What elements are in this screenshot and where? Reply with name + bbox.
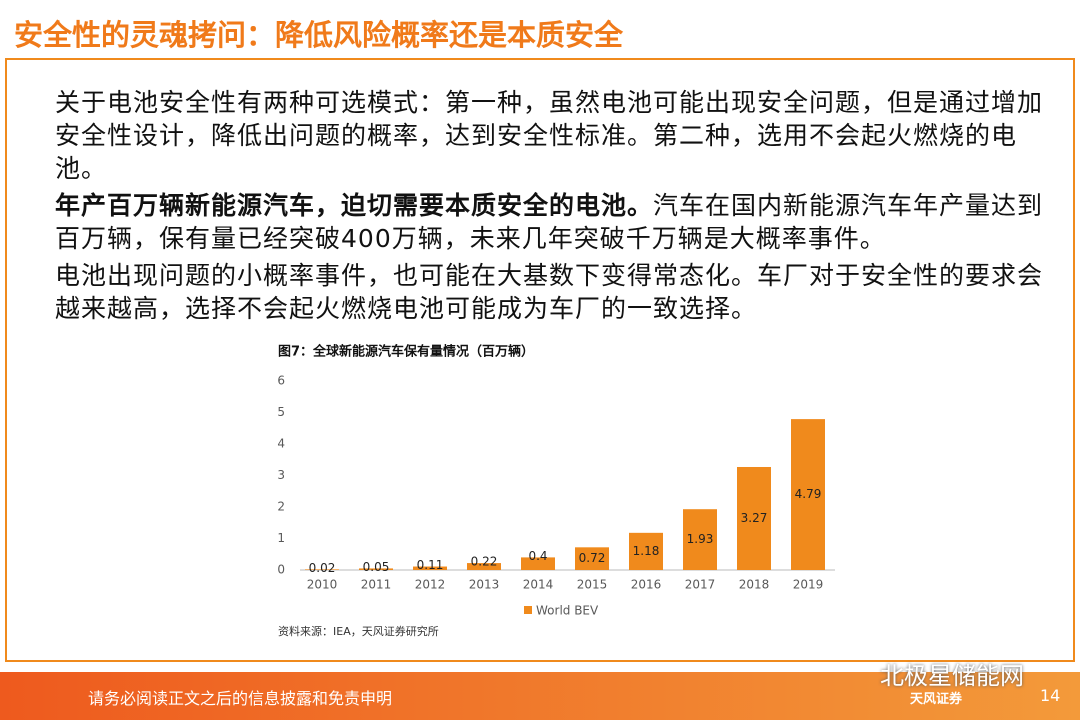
x-tick-label: 2019 [793,578,824,592]
value-label: 0.05 [363,560,390,574]
paragraph: 电池出现问题的小概率事件，也可能在大基数下变得常态化。车厂对于安全性的要求会越来… [55,261,1044,323]
value-label: 4.79 [795,487,822,501]
bar [521,557,555,570]
bar [359,568,393,570]
x-tick-label: 2012 [415,578,446,592]
y-tick-label: 5 [277,405,285,419]
content-box [5,58,1075,662]
value-label: 1.93 [687,532,714,546]
y-tick-label: 2 [277,500,285,514]
disclaimer: 请务必阅读正文之后的信息披露和免责申明 [88,689,393,708]
bar [791,419,825,570]
paragraph: 关于电池安全性有两种可选模式：第一种，虽然电池可能出现安全问题，但是通过增加安全… [55,88,1044,183]
x-tick-label: 2017 [685,578,716,592]
y-tick-label: 3 [277,468,285,482]
x-tick-label: 2016 [631,578,662,592]
y-tick-label: 6 [277,374,285,388]
paragraph: 年产百万辆新能源汽车，迫切需要本质安全的电池。汽车在国内新能源汽车年产量达到百万… [55,189,1045,255]
bar [737,466,771,570]
bar [413,566,447,570]
footer: 请务必阅读正文之后的信息披露和免责申明 天风证券 14 [0,672,1080,720]
value-label: 0.11 [417,558,444,572]
chart-title: 图7：全球新能源汽车保有量情况（百万辆） [278,344,534,360]
paragraph-bold: 年产百万辆新能源汽车，迫切需要本质安全的电池。 [55,191,654,220]
value-label: 0.22 [471,555,498,569]
y-tick-label: 1 [277,531,285,545]
y-tick-label: 4 [277,437,285,451]
chart-source: 资料来源：IEA，天风证券研究所 [278,624,439,638]
x-tick-label: 2010 [307,578,338,592]
bar [305,569,339,570]
watermark: 北极星储能网 [880,662,1024,690]
bar [575,547,609,570]
value-label: 3.27 [741,511,768,525]
page-number: 14 [1040,686,1061,705]
logo: 天风证券 [910,692,963,707]
bar [683,509,717,570]
paragraph-text: 汽车在国内新能源汽车年产量达到百万辆，保有量已经突破400万辆，未来几年突破千万… [55,191,1044,253]
body-text: 关于电池安全性有两种可选模式：第一种，虽然电池可能出现安全问题，但是通过增加安全… [55,86,1045,329]
legend-label: World BEV [536,604,599,618]
legend-swatch [524,606,532,614]
x-tick-label: 2015 [577,578,608,592]
x-tick-label: 2018 [739,578,770,592]
y-tick-label: 0 [277,563,285,577]
x-tick-label: 2014 [523,578,554,592]
value-label: 0.72 [579,551,606,565]
bar [467,563,501,570]
slide-title: 安全性的灵魂拷问：降低风险概率还是本质安全 [14,18,624,52]
value-label: 1.18 [633,544,660,558]
value-label: 0.4 [528,549,547,563]
bar [629,532,663,570]
x-tick-label: 2013 [469,578,500,592]
x-tick-label: 2011 [361,578,392,592]
value-label: 0.02 [309,561,336,575]
